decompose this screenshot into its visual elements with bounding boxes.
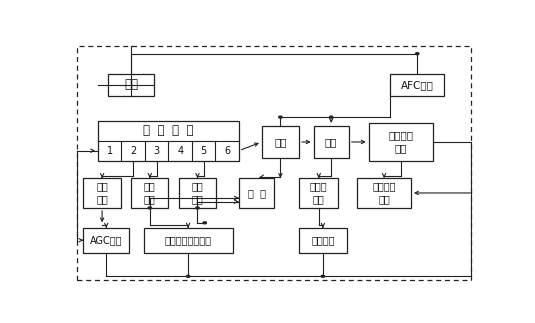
Text: 音频放大
静噪: 音频放大 静噪 — [388, 130, 414, 153]
Bar — [83, 228, 129, 253]
Text: 信号电平显示驱动: 信号电平显示驱动 — [165, 235, 212, 245]
Text: 4: 4 — [177, 146, 184, 156]
Text: 1: 1 — [106, 146, 113, 156]
Bar — [98, 121, 239, 161]
Bar — [83, 178, 121, 208]
Bar — [262, 126, 299, 158]
Text: AFC钳位: AFC钳位 — [401, 80, 434, 90]
Circle shape — [279, 116, 282, 118]
Text: 电平
检出: 电平 检出 — [144, 181, 156, 204]
Text: 无信号
检出: 无信号 检出 — [310, 181, 327, 204]
Text: 2: 2 — [130, 146, 136, 156]
Bar — [391, 74, 444, 96]
Text: 电平
检出: 电平 检出 — [192, 181, 203, 204]
Bar — [239, 178, 274, 208]
Bar — [299, 228, 347, 253]
Text: 电平
检出: 电平 检出 — [96, 181, 108, 204]
Bar — [299, 178, 339, 208]
Bar — [108, 74, 154, 96]
Bar — [179, 178, 216, 208]
Text: 5: 5 — [201, 146, 207, 156]
Text: 中  频  放  大: 中 频 放 大 — [143, 124, 194, 137]
Circle shape — [416, 53, 419, 55]
Text: 静噪驱动: 静噪驱动 — [311, 235, 335, 245]
Bar — [143, 228, 233, 253]
Text: AGC驱动: AGC驱动 — [90, 235, 123, 245]
Text: 直流电平
检出: 直流电平 检出 — [372, 181, 396, 204]
Text: 3: 3 — [154, 146, 160, 156]
Text: 反  相: 反 相 — [248, 188, 265, 198]
Circle shape — [187, 275, 190, 277]
Text: 鉴频: 鉴频 — [325, 137, 338, 147]
Circle shape — [196, 207, 199, 209]
Circle shape — [148, 207, 151, 209]
Bar — [131, 178, 169, 208]
Bar — [314, 126, 349, 158]
Text: 6: 6 — [224, 146, 230, 156]
Circle shape — [203, 222, 207, 224]
Circle shape — [321, 275, 325, 277]
Text: 限幅: 限幅 — [274, 137, 287, 147]
Bar — [357, 178, 411, 208]
Bar — [369, 123, 433, 161]
Text: 稳压: 稳压 — [124, 78, 138, 91]
Circle shape — [330, 116, 333, 118]
